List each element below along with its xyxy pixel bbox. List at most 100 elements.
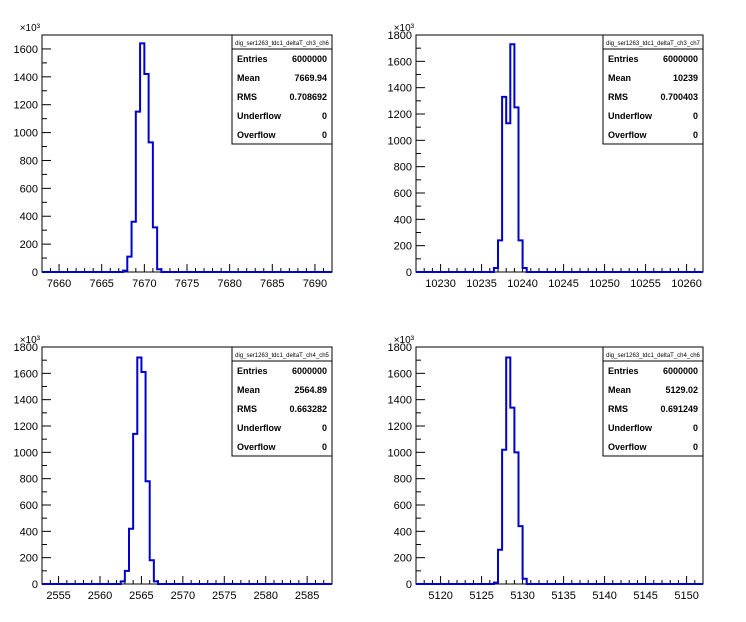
y-tick-label: 1000 xyxy=(388,135,412,147)
x-tick-label: 10255 xyxy=(630,278,661,290)
y-tick-label: 1400 xyxy=(14,395,38,407)
x-tick-label: 10250 xyxy=(589,278,620,290)
x-tick-label: 7680 xyxy=(217,278,241,290)
stats-value: 6000000 xyxy=(292,54,327,64)
y-tick-label: 200 xyxy=(20,239,38,251)
x-tick-label: 7690 xyxy=(303,278,327,290)
y-tick-label: 1000 xyxy=(14,128,38,140)
stats-label: Underflow xyxy=(608,423,653,433)
y-tick-label: 0 xyxy=(406,579,412,591)
y-tick-label: 0 xyxy=(406,267,412,279)
y-tick-label: 200 xyxy=(20,553,38,565)
x-tick-label: 7675 xyxy=(175,278,199,290)
stats-label: RMS xyxy=(237,404,257,414)
x-tick-label: 10245 xyxy=(548,278,579,290)
stats-label: Mean xyxy=(608,385,631,395)
y-tick-label: 400 xyxy=(20,526,38,538)
y-tick-label: 1800 xyxy=(388,342,412,354)
x-tick-label: 5130 xyxy=(510,590,534,602)
histogram-line xyxy=(42,356,332,585)
stats-value: 5129.02 xyxy=(665,385,698,395)
y-tick-label: 800 xyxy=(20,474,38,486)
stats-label: Entries xyxy=(608,54,639,64)
stats-box: dig_ser1263_tdc1_deltaT_ch3_ch7 Entries 60… xyxy=(602,34,704,145)
y-tick-label: 0 xyxy=(32,579,38,591)
y-tick-label: 400 xyxy=(20,211,38,223)
stats-value: 6000000 xyxy=(663,54,698,64)
y-tick-label: 1600 xyxy=(14,44,38,56)
histogram-line xyxy=(416,43,703,273)
histogram-panel-2: 0 200 400 600 800 1000 1200 1400 1600 1800×10³ 102… xyxy=(388,23,704,290)
y-tick-label: 200 xyxy=(394,553,412,565)
histogram-title: dig_ser1263_tdc1_deltaT_ch4_ch5 xyxy=(235,353,329,359)
x-tick-label: 7660 xyxy=(47,278,71,290)
stats-value: 6000000 xyxy=(663,366,698,376)
y-tick-label: 1400 xyxy=(388,395,412,407)
x-tick-label: 5145 xyxy=(633,590,657,602)
y-tick-label: 400 xyxy=(394,214,412,226)
x-tick-label: 10230 xyxy=(425,278,456,290)
x-tick-label: 7665 xyxy=(89,278,113,290)
stats-value: 0 xyxy=(693,423,698,433)
histogram-title: dig_ser1263_tdc1_deltaT_ch3_ch6 xyxy=(235,41,329,47)
x-tick-label: 5150 xyxy=(674,590,698,602)
stats-label: Overflow xyxy=(237,442,277,452)
y-tick-label: 1600 xyxy=(388,56,412,68)
stats-label: Underflow xyxy=(237,111,282,121)
y-tick-label: 1200 xyxy=(388,421,412,433)
stats-box-frame xyxy=(602,346,704,457)
stats-value: 0 xyxy=(322,130,327,140)
y-tick-label: 1400 xyxy=(388,83,412,95)
y-tick-label: 1800 xyxy=(388,30,412,42)
histogram-panel-3: 0 200 400 600 800 1000 1200 1400 1600 1800×10³ 255… xyxy=(14,335,333,602)
stats-value: 0.700403 xyxy=(660,92,698,102)
y-tick-label: 600 xyxy=(20,183,38,195)
y-tick-label: 800 xyxy=(394,162,412,174)
y-tick-label: 1000 xyxy=(14,447,38,459)
stats-value: 7669.94 xyxy=(294,73,327,83)
y-tick-label: 800 xyxy=(394,474,412,486)
stats-box: dig_ser1263_tdc1_deltaT_ch4_ch5 Entries 60… xyxy=(231,346,333,457)
y-tick-label: 1400 xyxy=(14,72,38,84)
x-tick-label: 2570 xyxy=(171,590,195,602)
stats-label: Entries xyxy=(608,366,639,376)
stats-label: Mean xyxy=(608,73,631,83)
x-tick-label: 2585 xyxy=(295,590,319,602)
stats-value: 0 xyxy=(322,111,327,121)
x-tick-label: 2580 xyxy=(253,590,277,602)
y-tick-label: 600 xyxy=(20,500,38,512)
stats-label: Overflow xyxy=(237,130,277,140)
x-tick-label: 2560 xyxy=(88,590,112,602)
stats-value: 0 xyxy=(322,442,327,452)
stats-box-frame xyxy=(602,34,704,145)
stats-value: 6000000 xyxy=(292,366,327,376)
stats-value: 0.708692 xyxy=(289,92,327,102)
stats-label: RMS xyxy=(237,92,257,102)
histogram-panel-1: 0 200 400 600 800 1000 1200 1400 1600 ×10³ 7660 766… xyxy=(14,23,333,290)
histogram-panel-4: 0 200 400 600 800 1000 1200 1400 1600 1800×10³ 512… xyxy=(388,335,704,602)
stats-label: Entries xyxy=(237,54,268,64)
x-tick-label: 2565 xyxy=(129,590,153,602)
stats-value: 0.691249 xyxy=(660,404,698,414)
y-tick-label: 1800 xyxy=(14,342,38,354)
stats-value: 0 xyxy=(322,423,327,433)
x-tick-label: 5120 xyxy=(428,590,452,602)
stats-box: dig_ser1263_tdc1_deltaT_ch4_ch6 Entries 60… xyxy=(602,346,704,457)
histogram-line xyxy=(42,42,332,273)
stats-label: RMS xyxy=(608,92,628,102)
stats-label: Entries xyxy=(237,366,268,376)
stats-value: 2564.89 xyxy=(294,385,327,395)
stats-label: Underflow xyxy=(608,111,653,121)
y-tick-label: 0 xyxy=(32,267,38,279)
x-tick-label: 5140 xyxy=(592,590,616,602)
y-tick-label: 1000 xyxy=(388,447,412,459)
stats-label: Overflow xyxy=(608,130,648,140)
x-tick-label: 7685 xyxy=(260,278,284,290)
y-tick-label: 600 xyxy=(394,500,412,512)
y-scale-label: ×10³ xyxy=(20,23,41,34)
y-tick-label: 1200 xyxy=(388,109,412,121)
y-tick-label: 800 xyxy=(20,155,38,167)
y-scale-label: ×10³ xyxy=(20,335,41,346)
stats-label: RMS xyxy=(608,404,628,414)
y-tick-label: 1600 xyxy=(388,368,412,380)
